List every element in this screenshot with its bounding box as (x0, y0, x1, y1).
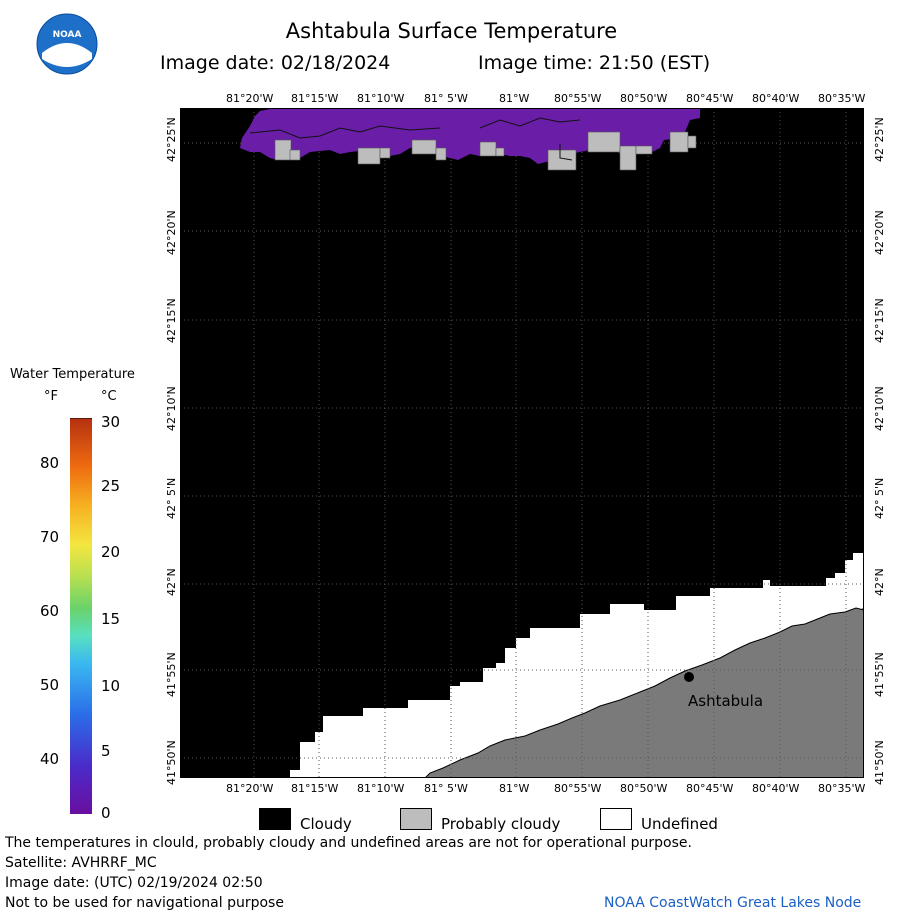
colorbar-gradient (70, 418, 92, 814)
lat-tick: 41°55'N (165, 652, 178, 697)
temperature-contours (249, 117, 581, 161)
lon-tick: 81°10'W (357, 782, 405, 795)
lat-tick: 41°50'N (165, 740, 178, 785)
colorbar-unit-f: °F (44, 389, 58, 404)
legend-cloudy-label: Cloudy (300, 815, 352, 833)
lat-tick: 42°15'N (873, 298, 886, 343)
temperature-map: Ashtabula (180, 108, 864, 778)
lon-tick: 81°10'W (357, 92, 405, 105)
lon-tick: 80°55'W (554, 92, 602, 105)
f-tick: 60 (40, 602, 60, 620)
c-tick: 25 (101, 477, 121, 495)
disclaimer-text: The temperatures in clould, probably clo… (5, 835, 692, 851)
lon-tick: 81° 5'W (424, 782, 468, 795)
navigation-warning: Not to be used for navigational purpose (5, 895, 284, 911)
f-tick: 80 (40, 454, 60, 472)
lon-tick: 81°15'W (291, 782, 339, 795)
lon-tick: 81°W (499, 92, 530, 105)
legend-cloudy-swatch (259, 808, 291, 830)
lat-tick: 42° 5'N (165, 477, 178, 519)
lon-tick: 80°50'W (620, 92, 668, 105)
c-tick: 15 (101, 610, 121, 628)
lat-tick: 42°N (873, 568, 886, 596)
lat-tick: 41°50'N (873, 740, 886, 785)
utc-date-text: Image date: (UTC) 02/19/2024 02:50 (5, 875, 263, 891)
lon-tick: 80°55'W (554, 782, 602, 795)
lon-tick: 81°W (499, 782, 530, 795)
legend-probably-cloudy-label: Probably cloudy (441, 815, 561, 833)
lat-tick: 42°25'N (165, 117, 178, 162)
page-title: Ashtabula Surface Temperature (285, 19, 618, 43)
noaa-logo-icon (36, 13, 98, 75)
lon-tick: 81° 5'W (424, 92, 468, 105)
f-tick: 40 (40, 750, 60, 768)
f-tick: 70 (40, 528, 60, 546)
cold-water-area (240, 108, 700, 164)
city-label: Ashtabula (688, 692, 763, 710)
legend-probably-cloudy-swatch (400, 808, 432, 830)
lat-tick: 41°55'N (873, 652, 886, 697)
colorbar-title: Water Temperature (10, 367, 135, 382)
lat-tick: 42° 5'N (873, 477, 886, 519)
lon-tick: 80°45'W (686, 782, 734, 795)
undefined-area (290, 553, 864, 778)
lon-tick: 81°20'W (226, 92, 274, 105)
lat-tick: 42°10'N (165, 386, 178, 431)
lon-tick: 80°35'W (818, 92, 866, 105)
lat-tick: 42°20'N (873, 210, 886, 255)
image-date: Image date: 02/18/2024 (160, 52, 391, 74)
lon-tick: 80°40'W (752, 92, 800, 105)
lon-tick: 80°35'W (818, 782, 866, 795)
lat-tick: 42°20'N (165, 210, 178, 255)
lat-tick: 42°N (165, 568, 178, 596)
colorbar-unit-c: °C (101, 389, 117, 404)
lon-tick: 81°20'W (226, 782, 274, 795)
land-area (424, 607, 864, 778)
lon-tick: 81°15'W (291, 92, 339, 105)
lat-tick: 42°25'N (873, 117, 886, 162)
f-tick: 50 (40, 676, 60, 694)
lon-tick: 80°45'W (686, 92, 734, 105)
probably-cloudy-patches (274, 131, 697, 171)
lon-tick: 80°40'W (752, 782, 800, 795)
lat-tick: 42°15'N (165, 298, 178, 343)
satellite-text: Satellite: AVHRRF_MC (5, 855, 157, 871)
lat-tick: 42°10'N (873, 386, 886, 431)
ashtabula-marker (684, 672, 694, 682)
lon-tick: 80°50'W (620, 782, 668, 795)
legend-undefined-swatch (600, 808, 632, 830)
c-tick: 0 (101, 804, 111, 822)
credit-text: NOAA CoastWatch Great Lakes Node (604, 895, 862, 911)
logo-text: NOAA (52, 30, 82, 40)
c-tick: 10 (101, 677, 121, 695)
noaa-logo: NOAA (36, 13, 98, 75)
c-tick: 30 (101, 413, 121, 431)
image-time: Image time: 21:50 (EST) (478, 52, 711, 74)
c-tick: 20 (101, 543, 121, 561)
c-tick: 5 (101, 742, 111, 760)
legend-undefined-label: Undefined (641, 815, 718, 833)
